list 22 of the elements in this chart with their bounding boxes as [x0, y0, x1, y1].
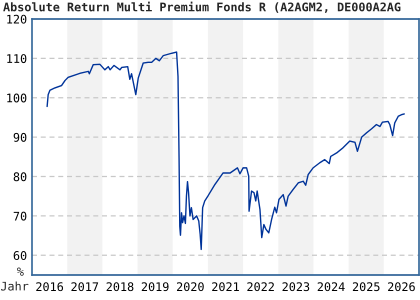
x-tick-label: 2017 — [71, 282, 98, 292]
y-tick-label: 80 — [14, 172, 26, 182]
y-tick-label: 90 — [14, 132, 26, 142]
y-tick-label: 70 — [14, 212, 26, 221]
x-tick-label: 2022 — [247, 282, 274, 292]
line-series — [46, 51, 405, 250]
x-tick-label: 2023 — [282, 282, 310, 292]
y-tick-label: 120 — [7, 14, 26, 24]
x-tick-label: 2020 — [176, 282, 204, 292]
x-tick-label: 2019 — [142, 282, 169, 292]
x-tick-label: 2021 — [212, 282, 239, 292]
chart-title: Absolute Return Multi Premium Fonds R (A2AGM2, DE000A2AG — [3, 2, 400, 13]
y-axis-title: % — [17, 267, 24, 276]
x-tick-label: 2025 — [352, 282, 380, 292]
x-tick-label: 2026 — [388, 282, 415, 292]
x-tick-label: 2018 — [106, 282, 134, 292]
y-tick-label: 110 — [7, 54, 26, 64]
x-tick-label: 2016 — [36, 282, 64, 292]
y-tick-label: 100 — [7, 94, 26, 102]
y-tick-label: 60 — [14, 251, 26, 260]
x-axis-title: Jahr — [1, 281, 28, 291]
x-tick-label: 2024 — [318, 282, 345, 292]
